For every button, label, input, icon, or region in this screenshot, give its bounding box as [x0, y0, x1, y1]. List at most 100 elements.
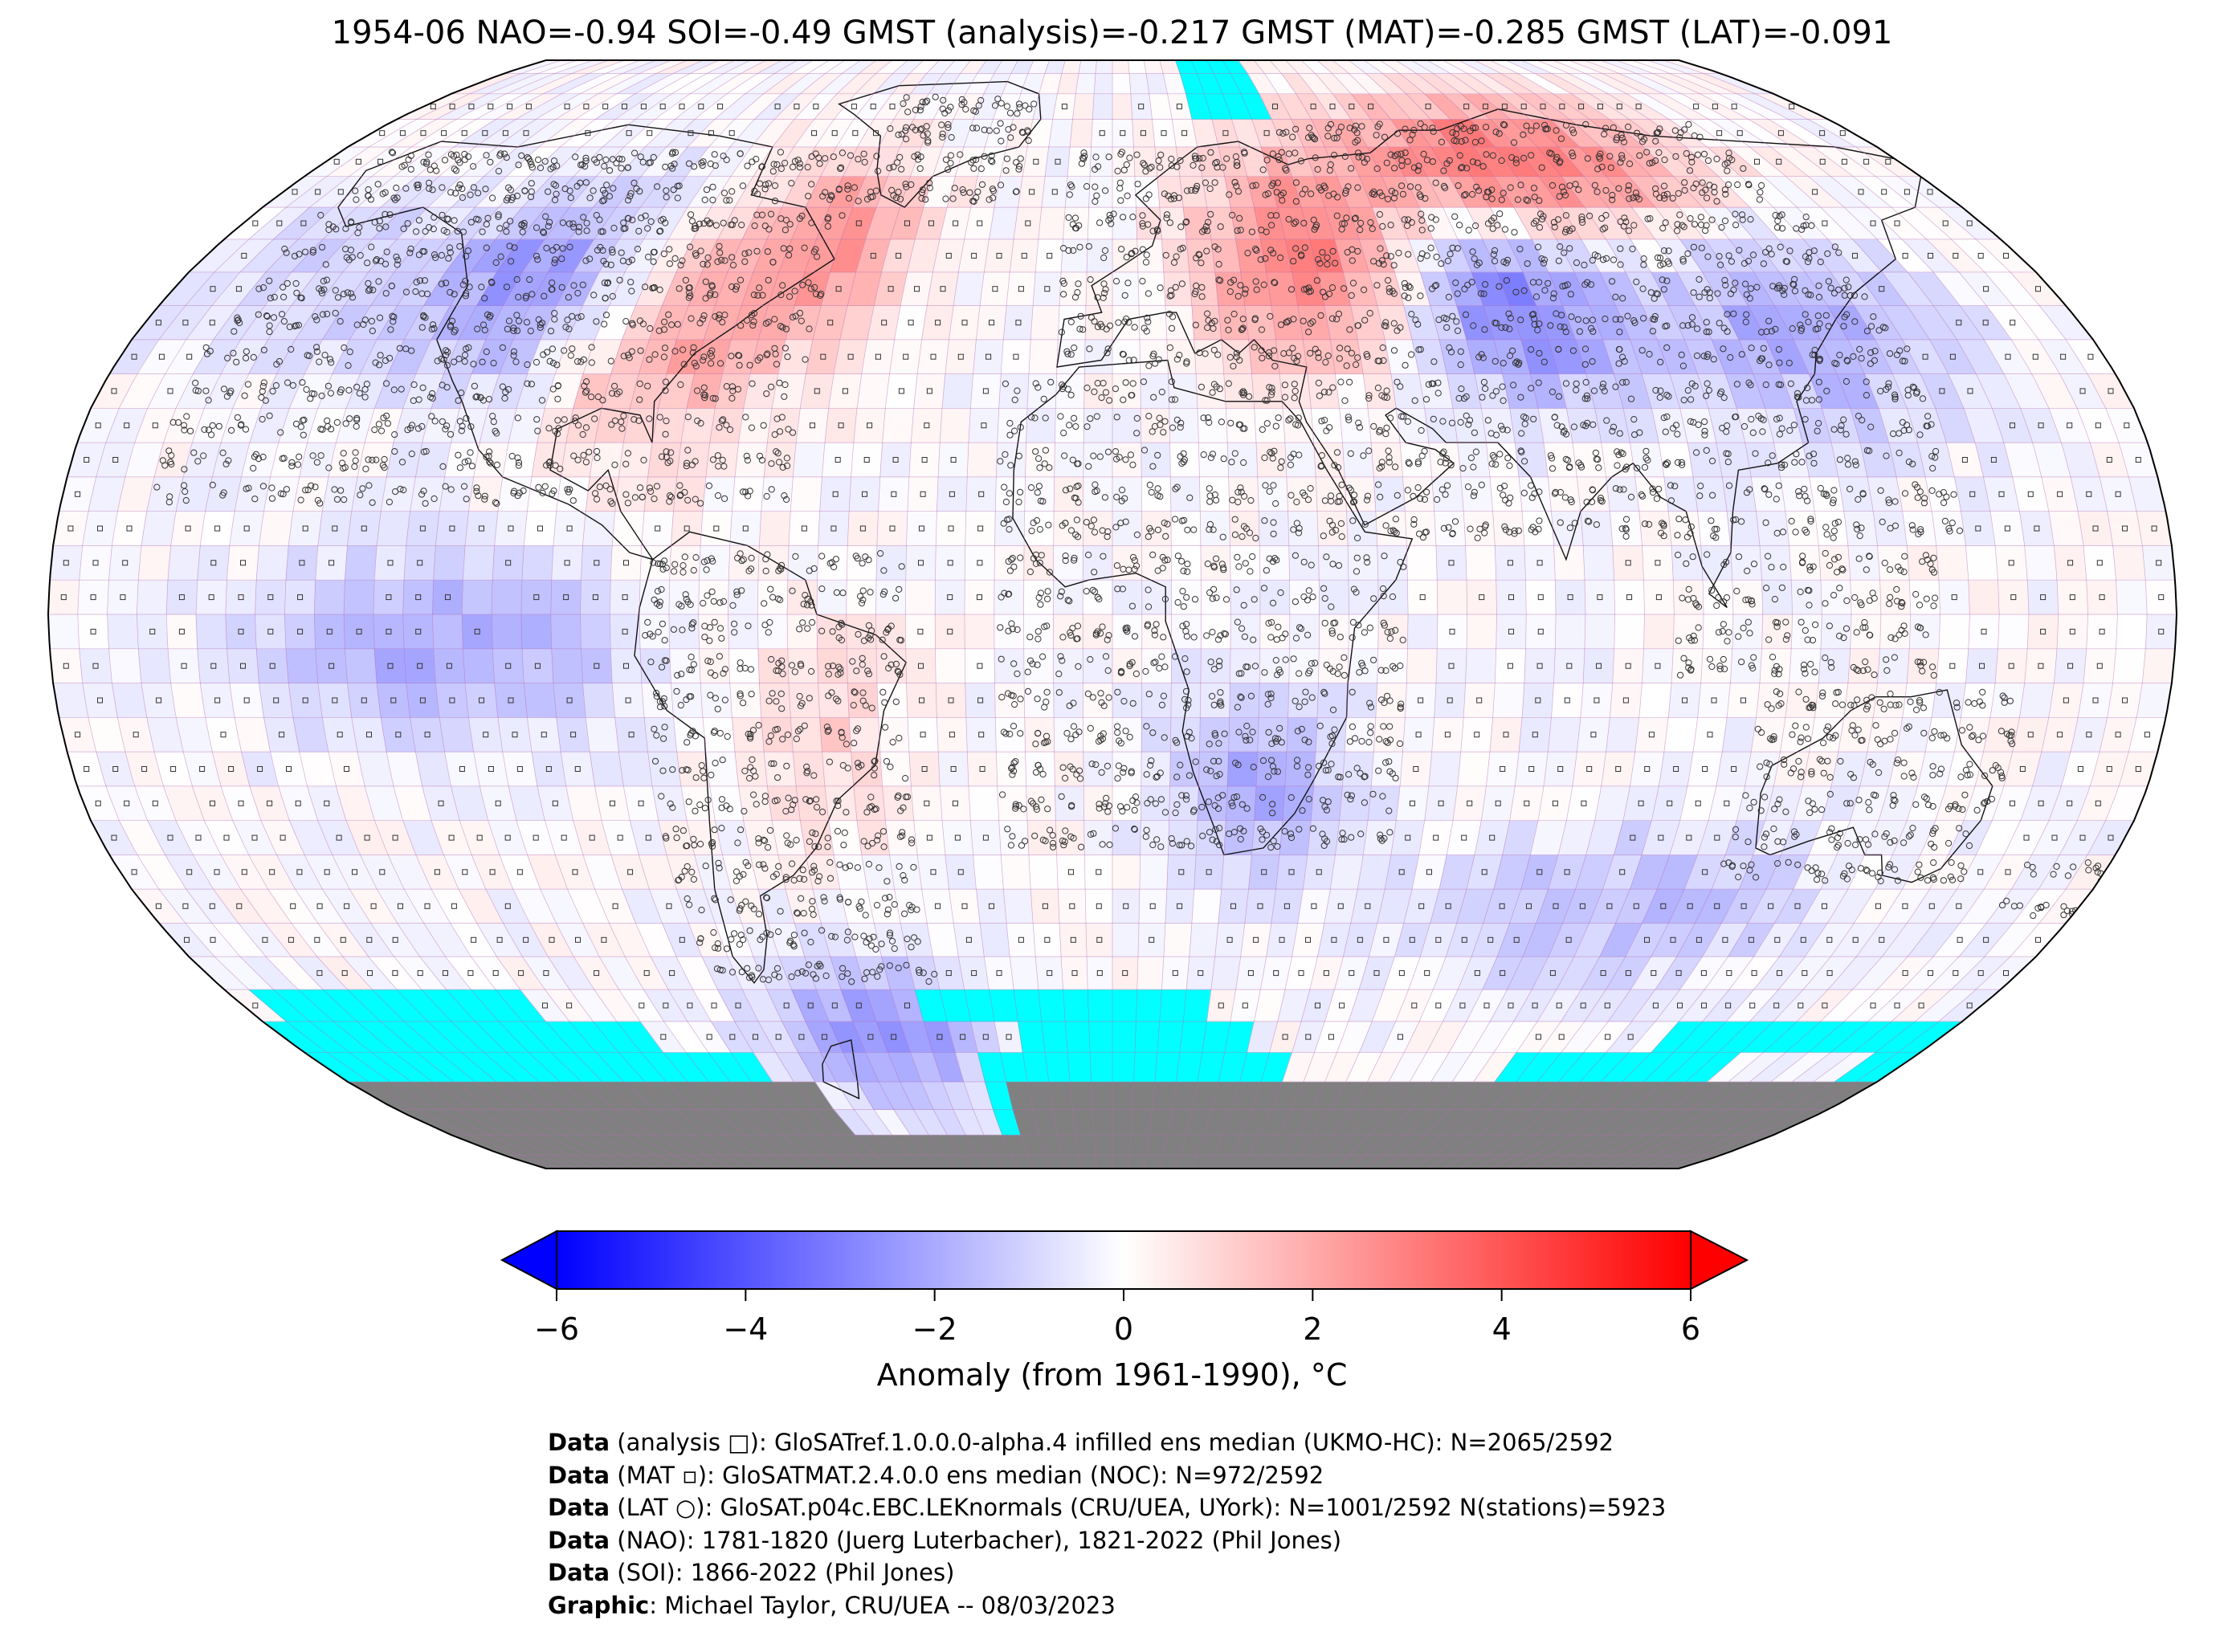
- grid-cell: [137, 648, 171, 683]
- grid-cell: [1141, 476, 1172, 512]
- grid-cell: [979, 271, 1010, 306]
- grid-cell: [1225, 407, 1257, 443]
- grid-cell: [199, 683, 235, 718]
- grid-cell: [195, 579, 227, 615]
- grid-cell: [1518, 716, 1552, 753]
- grid-cell: [1460, 716, 1494, 753]
- grid-cell: [1200, 648, 1231, 683]
- grid-cell: [884, 820, 918, 855]
- grid-cell: [907, 716, 939, 753]
- grid-cell: [1038, 206, 1066, 240]
- grid-cell: [497, 716, 533, 753]
- grid-cell: [165, 614, 198, 650]
- grid-cell: [1902, 511, 1937, 546]
- grid-cell: [520, 614, 553, 650]
- grid-cell: [255, 614, 287, 650]
- grid-cell: [1210, 956, 1242, 990]
- grid-cell: [1128, 73, 1150, 95]
- grid-cell: [1075, 1134, 1096, 1156]
- grid-cell: [1931, 683, 1966, 718]
- grid-cell: [1182, 989, 1212, 1022]
- grid-cell: [1671, 545, 1704, 581]
- grid-cell: [2107, 683, 2143, 718]
- grid-cell: [1279, 373, 1312, 409]
- grid-cell: [939, 785, 971, 822]
- grid-cell: [1140, 407, 1170, 443]
- grid-cell: [1053, 511, 1083, 546]
- grid-cell: [463, 648, 495, 683]
- grid-cell: [1643, 579, 1675, 615]
- grid-cell: [996, 442, 1026, 478]
- grid-cell: [882, 407, 915, 443]
- grid-cell: [1075, 73, 1096, 95]
- grid-cell: [410, 476, 445, 512]
- grid-cell: [1580, 683, 1614, 718]
- grid-cell: [107, 614, 139, 650]
- grid-cell: [1159, 989, 1187, 1022]
- grid-cell: [1553, 648, 1585, 683]
- grid-cell: [1257, 476, 1288, 512]
- grid-cell: [1551, 683, 1584, 718]
- grid-cell: [1198, 751, 1229, 787]
- grid-cell: [1056, 855, 1086, 890]
- grid-cell: [851, 442, 883, 478]
- grid-cell: [82, 683, 118, 718]
- grid-cell: [523, 511, 557, 546]
- grid-cell: [889, 855, 922, 890]
- grid-cell: [1063, 989, 1089, 1022]
- grid-cell: [921, 305, 954, 341]
- grid-cell: [1041, 1021, 1068, 1053]
- grid-cell: [759, 511, 791, 546]
- grid-cell: [729, 683, 762, 718]
- grid-cell: [1132, 119, 1156, 148]
- grid-cell: [935, 511, 967, 546]
- grid-cell: [1452, 407, 1487, 443]
- grid-cell: [77, 614, 109, 650]
- grid-cell: [137, 614, 169, 650]
- grid-cell: [964, 579, 995, 615]
- grid-cell: [313, 579, 345, 615]
- grid-cell: [1112, 442, 1142, 478]
- grid-cell: [1112, 855, 1141, 890]
- grid-cell: [1577, 716, 1610, 753]
- grid-cell: [167, 648, 201, 683]
- grid-cell: [792, 442, 826, 478]
- grid-cell: [1083, 339, 1113, 374]
- grid-cell: [433, 648, 466, 683]
- grid-cell: [259, 683, 294, 718]
- grid-cell: [1847, 648, 1880, 683]
- grid-cell: [787, 545, 818, 581]
- grid-cell: [520, 579, 553, 615]
- grid-cell: [968, 407, 1000, 443]
- grid-cell: [1431, 716, 1464, 753]
- grid-cell: [614, 716, 648, 753]
- grid-cell: [1756, 683, 1789, 718]
- grid-cell: [1072, 1109, 1095, 1136]
- grid-cell: [1489, 716, 1523, 753]
- grid-cell: [700, 683, 732, 718]
- grid-cell: [107, 579, 139, 615]
- grid-cell: [1367, 407, 1401, 443]
- grid-cell: [1006, 271, 1036, 306]
- grid-cell: [1873, 511, 1908, 546]
- grid-cell: [581, 545, 613, 581]
- grid-cell: [965, 476, 997, 512]
- grid-cell: [1466, 614, 1497, 650]
- grid-cell: [1026, 785, 1056, 822]
- grid-cell: [983, 956, 1014, 990]
- grid-cell: [1998, 614, 2030, 650]
- grid-cell: [905, 579, 936, 615]
- grid-cell: [1013, 206, 1043, 240]
- grid-cell: [1112, 716, 1142, 753]
- grid-cell: [1465, 545, 1497, 581]
- grid-cell: [551, 648, 583, 683]
- grid-cell: [79, 648, 112, 683]
- grid-cell: [1112, 407, 1142, 443]
- grid-cell: [1240, 271, 1272, 306]
- grid-cell: [641, 511, 674, 546]
- grid-cell: [910, 407, 943, 443]
- grid-cell: [847, 511, 879, 546]
- grid-cell: [553, 683, 586, 718]
- grid-cell: [402, 614, 435, 650]
- grid-cell: [1044, 1052, 1071, 1083]
